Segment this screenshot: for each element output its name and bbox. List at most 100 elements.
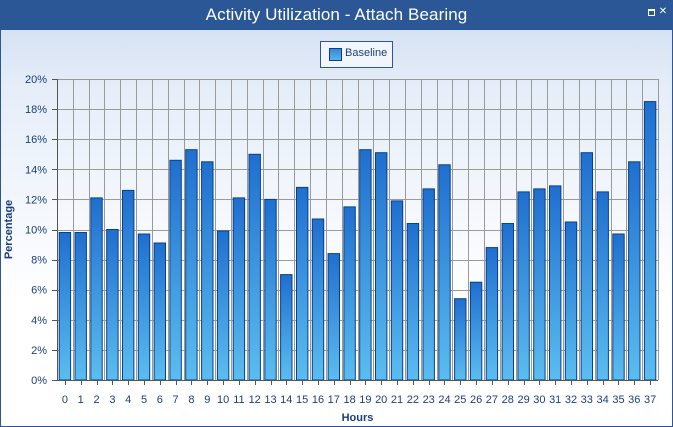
bar-22[interactable] <box>406 223 420 381</box>
axes <box>52 79 658 385</box>
x-tick-label: 33 <box>581 394 593 406</box>
x-tick-label: 32 <box>565 394 577 406</box>
x-tick-label: 16 <box>312 394 324 406</box>
x-tick-label: 19 <box>359 394 371 406</box>
x-tick-label: 31 <box>549 394 561 406</box>
y-tick-label: 14% <box>25 164 47 176</box>
bar-24[interactable] <box>438 164 451 381</box>
bar-1[interactable] <box>74 232 87 381</box>
restore-icon[interactable] <box>646 7 656 17</box>
bar-21[interactable] <box>390 200 404 381</box>
bar-10[interactable] <box>216 230 230 381</box>
title-bar[interactable]: Activity Utilization - Attach Bearing ✕ <box>1 1 672 30</box>
y-tick-label: 20% <box>25 74 47 86</box>
bar-37[interactable] <box>643 101 657 381</box>
x-tick-label: 36 <box>628 394 640 406</box>
bar-12[interactable] <box>248 153 261 381</box>
close-icon[interactable]: ✕ <box>658 6 668 17</box>
x-tick-label: 7 <box>173 394 179 406</box>
x-tick-label: 20 <box>375 394 387 406</box>
bar-11[interactable] <box>232 197 246 381</box>
x-tick-label: 0 <box>62 394 68 406</box>
x-tick-label: 29 <box>517 394 529 406</box>
x-tick-label: 18 <box>343 394 355 406</box>
x-tick-label: 34 <box>596 394 608 406</box>
bar-5[interactable] <box>137 233 151 381</box>
bar-4[interactable] <box>122 189 135 381</box>
bar-9[interactable] <box>201 161 214 381</box>
x-tick-label: 3 <box>109 394 115 406</box>
bar-16[interactable] <box>311 218 325 381</box>
x-tick-label: 10 <box>217 394 229 406</box>
x-tick-label: 15 <box>296 394 308 406</box>
bar-8[interactable] <box>185 149 198 381</box>
x-tick-label: 17 <box>328 394 340 406</box>
bar-34[interactable] <box>596 191 609 381</box>
x-tick-label: 11 <box>233 394 244 406</box>
bar-27[interactable] <box>485 247 499 381</box>
y-tick-label: 6% <box>31 285 47 297</box>
window-title: Activity Utilization - Attach Bearing <box>205 5 468 24</box>
bar-28[interactable] <box>501 223 515 381</box>
bar-30[interactable] <box>533 188 546 381</box>
y-axis-title: Percentage <box>3 200 15 259</box>
bar-20[interactable] <box>375 152 388 381</box>
x-axis-title: Hours <box>342 412 374 424</box>
x-tick-label: 23 <box>423 394 435 406</box>
bar-15[interactable] <box>296 186 309 381</box>
bar-26[interactable] <box>469 281 483 381</box>
y-tick-label: 16% <box>25 134 47 146</box>
bar-31[interactable] <box>549 185 562 381</box>
y-tick-label: 12% <box>25 194 47 206</box>
bar-7[interactable] <box>169 159 182 381</box>
x-tick-label: 26 <box>470 394 482 406</box>
x-tick-label: 13 <box>264 394 276 406</box>
bar-3[interactable] <box>106 229 119 381</box>
x-tick-label: 8 <box>188 394 194 406</box>
x-tick-label: 9 <box>204 394 210 406</box>
y-tick-label: 8% <box>31 255 47 267</box>
bar-23[interactable] <box>422 188 435 381</box>
chart-legend: Baseline <box>320 41 393 68</box>
x-tick-label: 21 <box>391 394 403 406</box>
x-tick-label: 35 <box>612 394 624 406</box>
y-tick-label: 2% <box>31 345 47 357</box>
bar-33[interactable] <box>580 152 593 381</box>
bar-36[interactable] <box>628 161 641 381</box>
x-tick-label: 22 <box>407 394 419 406</box>
legend-label-baseline: Baseline <box>345 47 388 59</box>
y-tick-label: 10% <box>25 225 47 237</box>
bar-series-baseline <box>58 101 657 381</box>
bar-18[interactable] <box>343 206 356 381</box>
x-tick-label: 24 <box>438 394 450 406</box>
y-tick-label: 0% <box>31 375 47 387</box>
x-tick-label: 5 <box>141 394 147 406</box>
x-tick-labels: 0 1 2 3 4 5 6 7 8 9 10 11 12 13 14 15 16 17 18 19 20 21 22 23 24… <box>62 394 656 406</box>
x-tick-label: 1 <box>78 394 84 406</box>
y-tick-labels: 0% 2% 4% 6% 8% 10% 12% 14% 16% 18% 20% <box>25 74 47 387</box>
y-tick-label: 18% <box>25 104 47 116</box>
x-tick-label: 12 <box>249 394 261 406</box>
bar-32[interactable] <box>564 221 578 381</box>
x-tick-label: 37 <box>644 394 656 406</box>
y-tick-label: 4% <box>31 315 47 327</box>
bar-2[interactable] <box>90 197 103 381</box>
x-tick-label: 30 <box>533 394 545 406</box>
bar-14[interactable] <box>280 274 293 381</box>
x-tick-label: 28 <box>502 394 514 406</box>
x-tick-label: 27 <box>486 394 498 406</box>
x-tick-label: 4 <box>125 394 131 406</box>
bar-0[interactable] <box>58 232 72 381</box>
x-tick-label: 25 <box>454 394 466 406</box>
bar-25[interactable] <box>454 298 467 381</box>
bar-17[interactable] <box>327 253 341 381</box>
bar-13[interactable] <box>264 198 277 381</box>
bar-6[interactable] <box>153 242 167 381</box>
x-tick-label: 6 <box>157 394 163 406</box>
x-tick-label: 2 <box>93 394 99 406</box>
bar-19[interactable] <box>359 149 372 381</box>
legend-swatch-baseline <box>329 48 342 61</box>
bar-29[interactable] <box>517 191 530 381</box>
bar-35[interactable] <box>612 233 625 381</box>
